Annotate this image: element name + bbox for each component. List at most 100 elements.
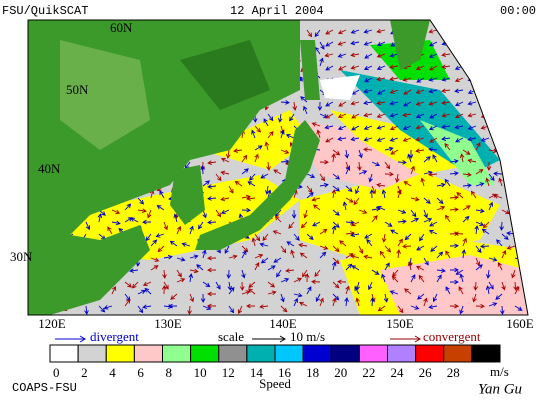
wind-arrow xyxy=(475,208,485,214)
wind-arrow xyxy=(248,281,256,288)
wind-arrow xyxy=(403,181,412,187)
wind-arrow xyxy=(415,148,425,153)
wind-arrow xyxy=(493,125,503,130)
wind-arrow xyxy=(339,240,347,247)
wind-arrow xyxy=(207,160,217,165)
wind-arrow xyxy=(228,286,235,295)
wind-arrow xyxy=(345,285,350,295)
wind-arrow xyxy=(228,305,235,314)
wind-arrow xyxy=(157,245,165,253)
wind-arrow xyxy=(397,160,407,165)
wind-arrow xyxy=(467,112,477,118)
wind-arrow xyxy=(202,305,212,310)
wind-arrow xyxy=(84,305,89,315)
wind-arrow xyxy=(486,269,491,279)
wind-arrow xyxy=(200,165,206,175)
wind-arrow xyxy=(314,269,321,277)
wind-arrow xyxy=(449,303,459,309)
wind-arrow xyxy=(332,281,340,289)
patch xyxy=(380,255,528,315)
wind-arrow xyxy=(353,197,360,206)
wind-arrow xyxy=(363,29,373,34)
wind-arrow xyxy=(369,189,375,199)
colorbar-box xyxy=(471,344,501,363)
wind-arrow xyxy=(202,281,211,288)
wind-arrow xyxy=(311,122,321,127)
wind-arrow xyxy=(384,262,390,271)
wind-arrow xyxy=(111,209,121,215)
wind-arrow xyxy=(455,53,464,59)
wind-arrow xyxy=(507,125,516,131)
wind-arrow xyxy=(410,196,420,202)
wind-arrow xyxy=(423,209,428,219)
wind-arrow xyxy=(363,41,373,46)
wind-arrow xyxy=(389,64,399,70)
wind-arrow xyxy=(444,178,451,187)
wind-arrow xyxy=(506,231,516,236)
wind-arrow xyxy=(325,113,334,119)
wind-arrow xyxy=(390,149,399,155)
wind-arrow xyxy=(441,64,451,70)
wind-arrow xyxy=(277,113,283,123)
wind-arrow xyxy=(363,112,373,118)
wind-arrow xyxy=(462,149,471,155)
wind-arrow xyxy=(332,297,337,307)
wind-arrow xyxy=(363,100,373,106)
wind-arrow xyxy=(259,242,269,247)
wind-arrow xyxy=(404,233,412,241)
wind-arrow xyxy=(118,227,126,235)
wind-arrow xyxy=(454,88,464,94)
wind-arrow xyxy=(462,183,472,188)
wind-arrow xyxy=(319,245,329,250)
patch xyxy=(290,120,430,190)
wind-arrow xyxy=(449,159,459,164)
wind-arrow xyxy=(246,303,256,309)
wind-arrow xyxy=(429,221,438,227)
wind-arrow xyxy=(350,52,360,58)
wind-arrow xyxy=(429,113,438,119)
wind-arrow xyxy=(494,77,503,83)
wind-arrow xyxy=(389,89,399,94)
wind-arrow xyxy=(384,171,394,177)
colorbar: 0 2 4 6 8 10 12 14 16 18 20 22 24 26 28 xyxy=(49,344,501,380)
wind-arrow xyxy=(364,77,373,83)
wind-arrow xyxy=(207,220,217,225)
wind-arrow xyxy=(480,100,490,106)
wind-arrow xyxy=(467,41,477,46)
wind-arrow xyxy=(163,221,168,231)
wind-arrow xyxy=(363,254,373,260)
wind-arrow xyxy=(383,293,389,303)
wind-arrow xyxy=(506,28,516,34)
wind-arrow xyxy=(276,269,282,278)
wind-arrow xyxy=(319,182,329,188)
wind-arrow xyxy=(241,168,249,175)
wind-arrow xyxy=(391,275,399,283)
wind-arrow xyxy=(266,161,271,171)
wind-arrow xyxy=(397,189,402,199)
wind-arrow xyxy=(468,53,477,59)
wind-arrow xyxy=(415,125,425,130)
wind-arrow xyxy=(137,289,147,295)
wind-arrow xyxy=(207,267,217,273)
wind-arrow xyxy=(293,292,303,298)
wind-arrow xyxy=(273,169,282,175)
wind-arrow xyxy=(415,136,425,142)
wind-arrow xyxy=(402,125,412,130)
wind-arrow xyxy=(498,177,503,187)
wind-arrow xyxy=(311,197,321,202)
wind-arrow xyxy=(280,100,290,105)
wind-arrow xyxy=(475,245,482,254)
wind-arrow xyxy=(454,41,464,46)
wind-arrow xyxy=(511,269,516,279)
wind-arrow xyxy=(260,173,269,179)
wind-arrow xyxy=(441,136,451,141)
wind-arrow xyxy=(376,137,386,142)
wind-arrow xyxy=(449,279,459,285)
colorbar-label: 24 xyxy=(391,365,405,380)
wind-arrow xyxy=(432,293,438,303)
wind-arrow xyxy=(430,245,438,252)
wind-arrow xyxy=(355,297,360,307)
wind-arrow xyxy=(366,239,373,247)
colorbar-box xyxy=(49,344,79,363)
wind-arrow xyxy=(475,257,481,267)
